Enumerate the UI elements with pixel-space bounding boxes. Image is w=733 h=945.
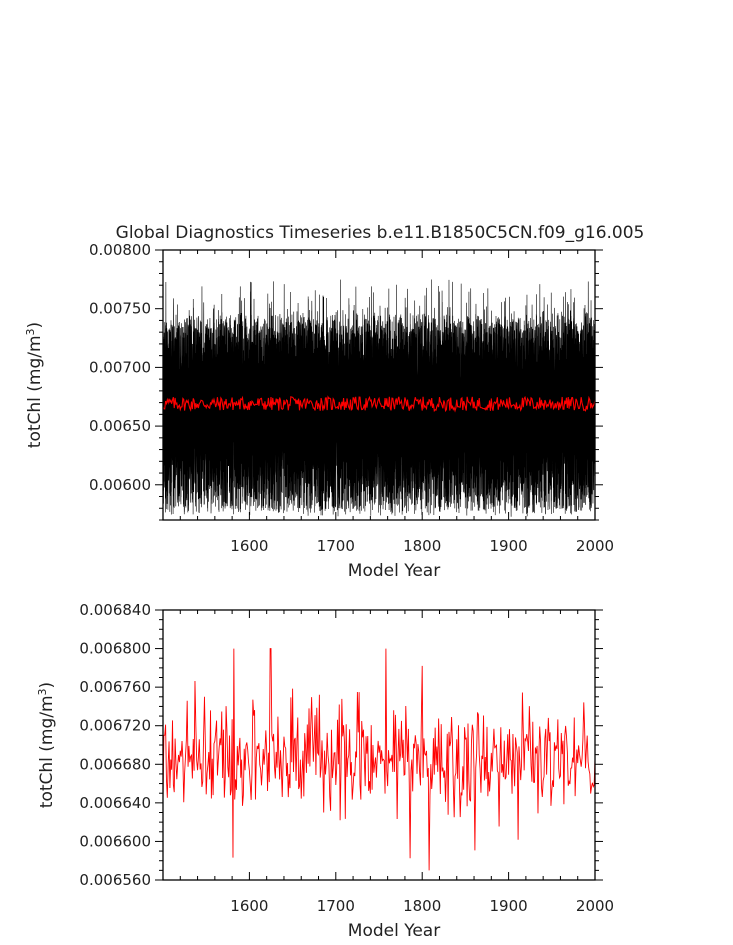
y-tick-label: 0.006680 — [79, 755, 151, 773]
y-axis-label: totChl (mg/m3) — [24, 322, 46, 448]
x-tick-label: 1800 — [403, 897, 441, 915]
x-tick-label: 1600 — [230, 537, 268, 555]
x-tick-label: 1700 — [317, 897, 355, 915]
x-tick-label: 1700 — [317, 537, 355, 555]
monthly-series-line — [162, 279, 596, 517]
y-tick-label: 0.00600 — [89, 476, 151, 494]
y-tick-label: 0.006720 — [79, 717, 151, 735]
bottom-panel: 1600 1700 1800 1900 2000 0.006560 0.006600 0.00… — [36, 601, 615, 941]
x-tick-label: 1900 — [490, 537, 528, 555]
y-tick-label: 0.00750 — [89, 300, 151, 318]
x-axis-label: Model Year — [348, 921, 440, 941]
annual-series-line — [162, 648, 596, 871]
y-tick-label: 0.00700 — [89, 358, 151, 376]
x-tick-label: 1800 — [403, 537, 441, 555]
y-tick-label: 0.006800 — [79, 640, 151, 658]
y-axis-label: totChl (mg/m3) — [36, 682, 58, 808]
plot-frame — [162, 249, 596, 521]
x-tick-label: 1600 — [230, 897, 268, 915]
chart-title: Global Diagnostics Timeseries b.e11.B185… — [116, 223, 645, 243]
annual-series-line — [162, 395, 596, 413]
y-tick-label: 0.006600 — [79, 832, 151, 850]
x-tick-label: 2000 — [576, 537, 614, 555]
y-tick-label: 0.006560 — [79, 871, 151, 889]
x-tick-label: 1900 — [490, 897, 528, 915]
top-panel: 1600 1700 1800 1900 2000 0.00600 0.00650 0.0070… — [24, 241, 615, 581]
x-tick-label: 2000 — [576, 897, 614, 915]
y-tick-label: 0.006840 — [79, 601, 151, 619]
y-tick-label: 0.006640 — [79, 794, 151, 812]
x-axis-label: Model Year — [348, 561, 440, 581]
y-tick-label: 0.006760 — [79, 678, 151, 696]
y-tick-label: 0.00800 — [89, 241, 151, 259]
y-tick-label: 0.00650 — [89, 417, 151, 435]
